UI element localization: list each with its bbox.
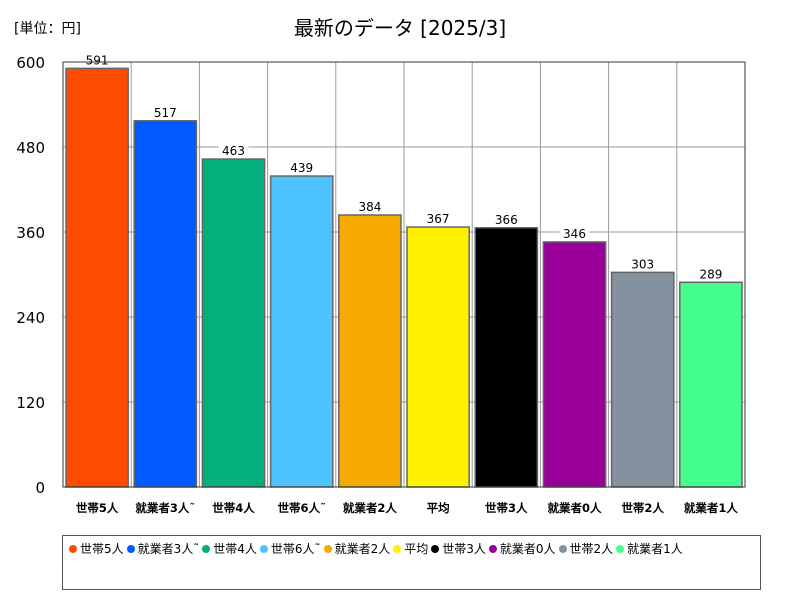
legend-item: 世帯3人 xyxy=(431,541,486,558)
plot-frame xyxy=(62,61,746,488)
legend-swatch xyxy=(616,545,625,553)
data-label: 591 xyxy=(86,53,109,67)
legend-item: 世帯5人 xyxy=(69,541,124,558)
data-label-bg xyxy=(491,212,522,226)
bar xyxy=(679,281,743,488)
bar xyxy=(474,227,539,488)
data-label-bg xyxy=(218,144,249,158)
bar xyxy=(338,214,402,488)
legend-swatch xyxy=(69,545,77,553)
x-tick-label: 平均 xyxy=(427,501,450,515)
legend-item: 世帯6人˜ xyxy=(259,541,321,558)
data-label-bg xyxy=(559,226,590,240)
data-label-bg xyxy=(695,267,726,281)
bar xyxy=(406,226,470,488)
legend-item: 就業者2人 xyxy=(323,541,391,558)
y-axis-ticks: 0 120 240 360 480 600 xyxy=(16,54,45,497)
x-tick-label: 就業者1人 xyxy=(684,501,739,515)
legend-item: 就業者0人 xyxy=(488,541,556,558)
x-tick-label: 世帯3人 xyxy=(485,501,528,515)
y-tick-label: 600 xyxy=(16,54,45,72)
bar xyxy=(610,271,675,488)
bars xyxy=(65,67,743,488)
legend-item: 平均 xyxy=(393,541,428,558)
legend-item: 就業者1人 xyxy=(616,541,683,558)
legend-label: 世帯5人 xyxy=(80,542,124,556)
bar xyxy=(542,241,607,488)
legend-swatch xyxy=(126,545,135,553)
legend-item: 世帯2人 xyxy=(558,541,614,558)
y-tick-label: 480 xyxy=(16,139,45,157)
data-label: 439 xyxy=(290,161,313,175)
x-tick-label: 世帯4人 xyxy=(212,501,255,515)
data-label-bg xyxy=(286,161,317,175)
legend-label: 就業者0人 xyxy=(499,542,556,556)
chart-title: 最新のデータ [2025/3] xyxy=(293,16,507,40)
y-tick-label: 360 xyxy=(16,224,45,242)
legend-label: 世帯2人 xyxy=(569,542,614,556)
data-label: 463 xyxy=(222,144,245,158)
legend-label: 就業者2人 xyxy=(334,542,391,556)
data-label: 346 xyxy=(563,227,586,241)
legend-swatch xyxy=(202,545,211,553)
data-label: 384 xyxy=(358,200,381,214)
data-label: 303 xyxy=(631,257,654,271)
data-label: 289 xyxy=(699,267,722,281)
bar xyxy=(65,67,129,488)
x-tick-label: 世帯5人 xyxy=(76,501,119,515)
x-tick-label: 就業者0人 xyxy=(547,501,602,515)
unit-label: [単位：円] xyxy=(14,21,81,37)
legend-swatch xyxy=(431,545,440,553)
x-tick-label: 就業者2人 xyxy=(343,501,398,515)
data-label-bg xyxy=(423,212,454,226)
data-label-bg xyxy=(150,105,181,119)
legend: 世帯5人 就業者3人˜ 世帯4人 世帯6人˜ 就業者2人 平均 世帯3人 就業者0人 世帯2人就… xyxy=(62,535,761,590)
x-axis-ticks: 世帯5人 就業者3人˜ 世帯4人 世帯6人˜ 就業者2人 平均 世帯3人 就業者0人 世帯2人 就… xyxy=(76,501,739,515)
data-label: 367 xyxy=(427,212,450,226)
legend-item: 就業者3人˜ xyxy=(126,541,200,558)
x-tick-label: 就業者3人˜ xyxy=(135,501,195,515)
data-label-bg xyxy=(82,53,113,67)
bar xyxy=(201,158,266,488)
bar xyxy=(133,120,198,488)
data-label: 366 xyxy=(495,213,518,227)
bar xyxy=(269,175,334,488)
legend-label: 世帯3人 xyxy=(442,542,486,556)
data-label-bg xyxy=(354,200,385,213)
legend-label: 就業者3人˜ xyxy=(137,542,200,556)
x-tick-label: 世帯2人 xyxy=(621,501,664,515)
legend-label: 世帯6人˜ xyxy=(270,542,321,556)
y-tick-label: 240 xyxy=(16,309,45,327)
y-tick-label: 0 xyxy=(35,479,45,497)
legend-label: 平均 xyxy=(404,542,429,556)
legend-swatch xyxy=(393,545,402,553)
legend-label: 世帯4人 xyxy=(213,542,257,556)
legend-item: 世帯4人 xyxy=(202,541,257,558)
x-tick-label: 世帯6人˜ xyxy=(278,501,326,515)
legend-label: 就業者1人 xyxy=(627,542,683,556)
legend-swatch xyxy=(488,545,497,553)
legend-swatch xyxy=(323,545,332,553)
data-labels: 591 517 463 439 384 367 366 346 303 289 xyxy=(82,53,726,281)
data-label: 517 xyxy=(154,106,177,120)
data-label-bg xyxy=(627,257,658,271)
legend-swatch xyxy=(259,545,268,553)
legend-swatch xyxy=(558,545,567,553)
y-tick-label: 120 xyxy=(16,394,45,412)
